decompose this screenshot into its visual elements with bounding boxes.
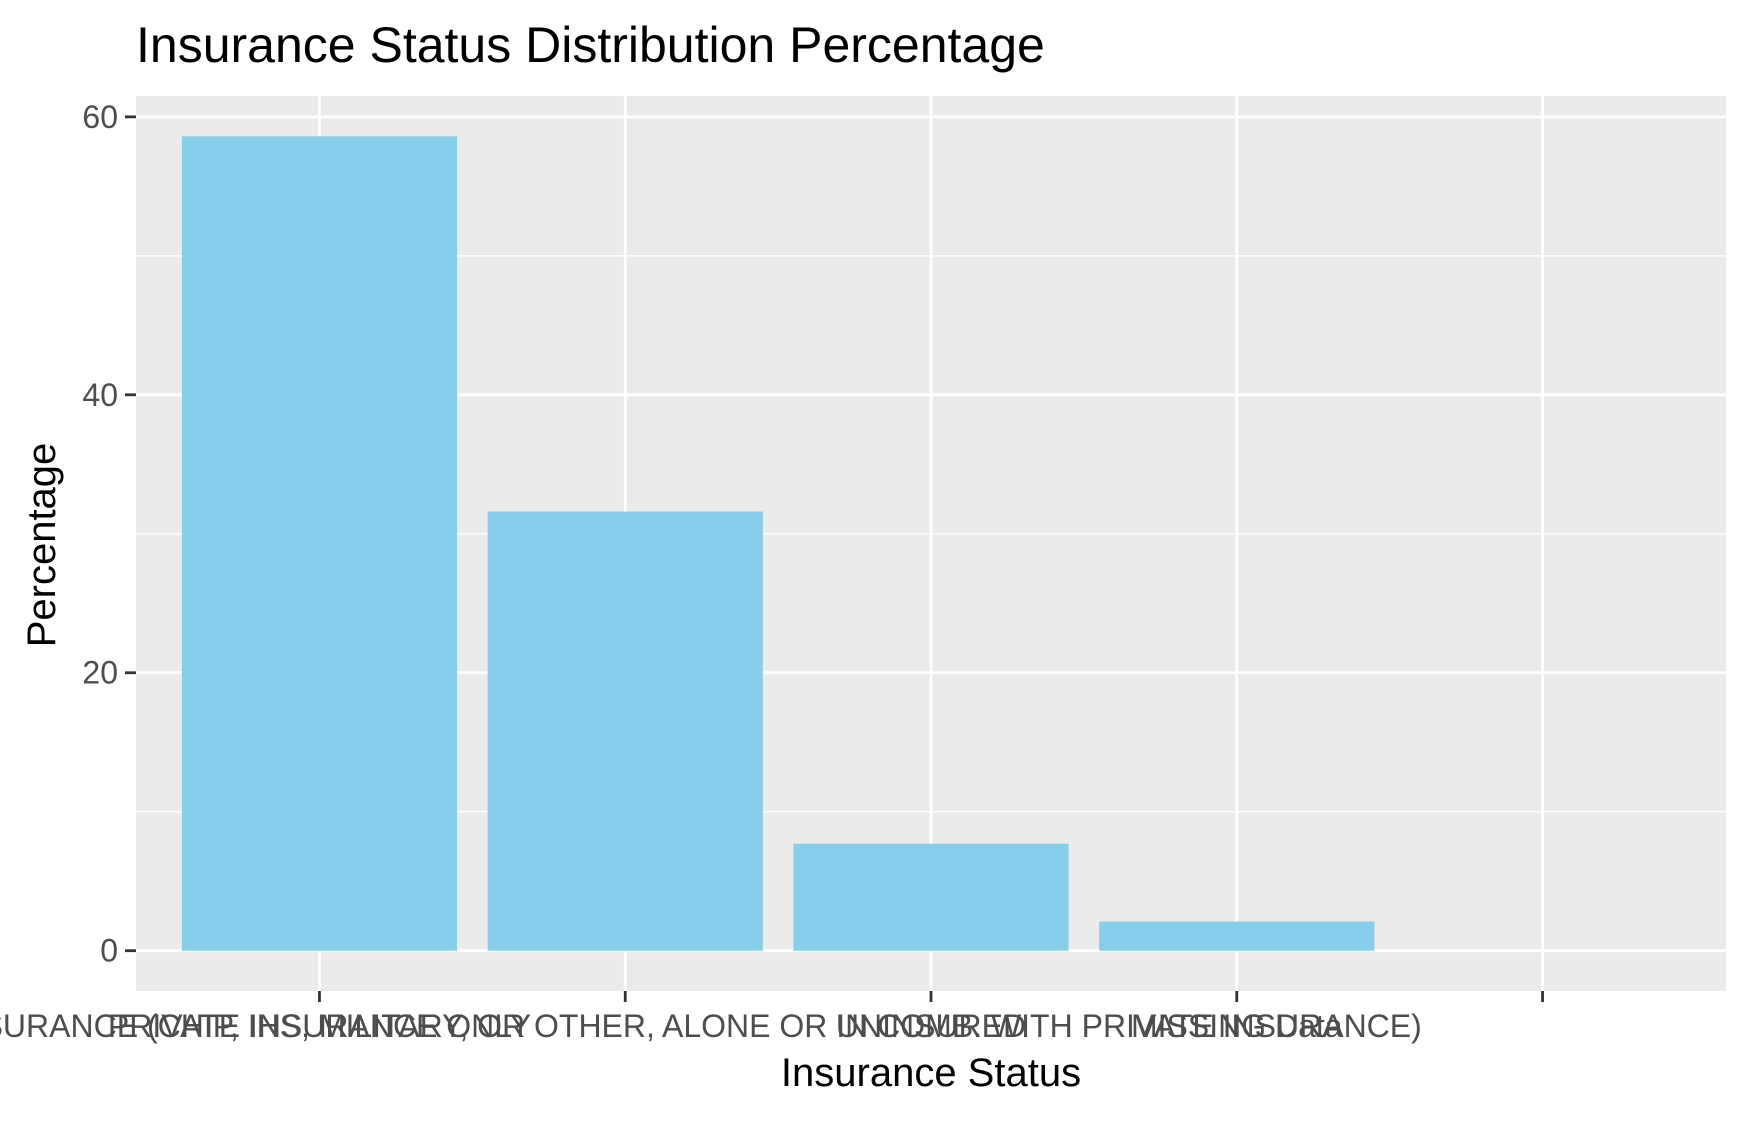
x-axis: PRIVATE INSURANCE ONLYOTHER INSURANCE (C… (0, 991, 1544, 1044)
bar (487, 511, 763, 951)
y-tick-label: 60 (82, 99, 118, 135)
x-axis-title: Insurance Status (781, 1051, 1081, 1095)
y-tick-label: 0 (100, 933, 118, 969)
x-tick-label: MISSING Data (1131, 1008, 1343, 1044)
y-axis: 0 20 40 60 (82, 99, 136, 969)
bar (181, 136, 458, 951)
x-tick-label: PRIVATE INSURANCE ONLY (108, 1008, 531, 1044)
y-tick-label: 20 (82, 655, 118, 691)
x-tick-label: UNINSURED (836, 1008, 1026, 1044)
chart-title: Insurance Status Distribution Percentage (136, 17, 1045, 73)
bars (181, 136, 1375, 951)
x-tick-label: OTHER INSURANCE (CHIP, IHS, MILITARY, OR… (0, 1008, 1422, 1044)
bar (793, 843, 1069, 951)
bar (1099, 921, 1375, 951)
y-axis-title: Percentage (20, 443, 64, 648)
y-tick-label: 40 (82, 377, 118, 413)
